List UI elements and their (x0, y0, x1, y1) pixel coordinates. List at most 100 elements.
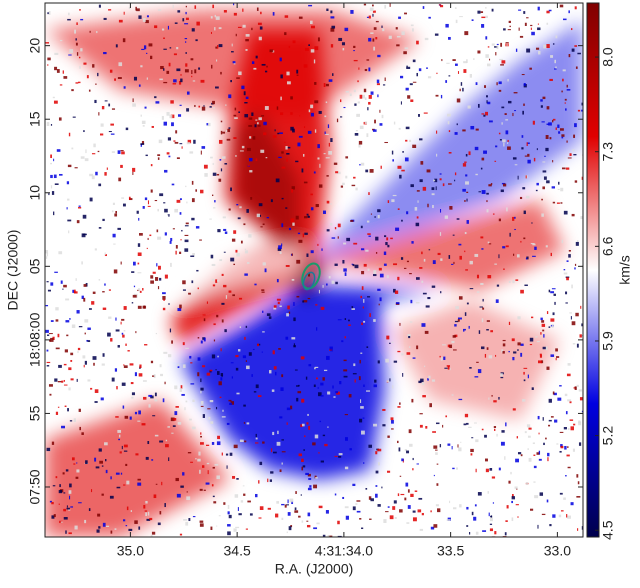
noise-speck (517, 516, 519, 518)
noise-speck (546, 22, 549, 25)
noise-speck (279, 469, 282, 473)
noise-speck (540, 317, 543, 321)
noise-speck (397, 208, 400, 210)
x-tick-label: 4:31:34.0 (315, 543, 374, 559)
noise-speck (291, 186, 295, 190)
colorbar-tick-label: 5.9 (600, 331, 616, 351)
noise-speck (132, 103, 136, 107)
noise-speck (428, 249, 431, 251)
noise-speck (526, 17, 529, 19)
noise-speck (573, 154, 577, 156)
noise-speck (101, 105, 105, 110)
noise-speck (71, 324, 76, 329)
noise-speck (302, 465, 306, 468)
noise-speck (121, 445, 123, 450)
noise-speck (560, 510, 564, 512)
noise-speck (173, 53, 177, 56)
noise-speck (185, 5, 187, 8)
noise-speck (317, 157, 320, 160)
noise-speck (550, 416, 554, 418)
noise-speck (361, 322, 363, 326)
noise-speck (236, 77, 240, 79)
noise-speck (325, 510, 329, 514)
noise-speck (185, 52, 187, 54)
noise-speck (379, 123, 383, 126)
noise-speck (424, 365, 426, 368)
noise-speck (397, 350, 401, 353)
noise-speck (131, 271, 135, 273)
noise-speck (200, 405, 204, 407)
noise-speck (84, 158, 89, 162)
noise-speck (301, 398, 305, 403)
noise-speck (137, 262, 140, 265)
noise-speck (317, 144, 320, 149)
noise-speck (84, 332, 86, 335)
noise-speck (93, 143, 96, 148)
noise-speck (176, 46, 179, 50)
noise-speck (492, 213, 495, 215)
noise-speck (110, 476, 112, 480)
noise-speck (75, 38, 77, 41)
noise-speck (499, 139, 502, 141)
noise-speck (550, 318, 555, 322)
noise-speck (406, 450, 410, 454)
noise-speck (330, 138, 333, 142)
noise-speck (136, 210, 139, 214)
noise-speck (57, 406, 60, 408)
noise-speck (257, 22, 262, 25)
noise-speck (383, 251, 387, 256)
noise-speck (184, 248, 189, 252)
noise-speck (219, 396, 222, 398)
noise-speck (379, 297, 382, 302)
noise-speck (146, 52, 148, 54)
noise-speck (559, 128, 564, 131)
noise-speck (507, 142, 509, 144)
noise-speck (363, 462, 365, 464)
noise-speck (288, 311, 291, 314)
noise-speck (220, 120, 223, 123)
noise-speck (402, 151, 404, 153)
noise-speck (396, 35, 401, 38)
noise-speck (358, 376, 361, 381)
noise-speck (330, 10, 333, 14)
noise-speck (334, 455, 338, 457)
noise-speck (414, 207, 418, 211)
noise-speck (564, 445, 567, 450)
noise-speck (441, 344, 446, 346)
noise-speck (182, 472, 185, 476)
noise-speck (462, 163, 467, 167)
noise-speck (452, 59, 456, 61)
noise-speck (246, 261, 250, 264)
noise-speck (217, 355, 219, 358)
noise-speck (381, 25, 383, 28)
noise-speck (333, 162, 338, 165)
noise-speck (370, 32, 374, 34)
noise-speck (366, 390, 371, 392)
noise-speck (505, 42, 509, 44)
noise-speck (94, 248, 97, 251)
noise-speck (239, 297, 243, 300)
noise-speck (115, 329, 120, 332)
noise-speck (244, 273, 248, 276)
noise-speck (386, 237, 389, 241)
noise-speck (164, 503, 166, 508)
noise-speck (193, 139, 196, 144)
noise-speck (98, 227, 102, 229)
noise-speck (264, 106, 269, 110)
noise-speck (73, 291, 78, 294)
noise-speck (94, 99, 97, 104)
noise-speck (498, 467, 501, 471)
noise-speck (53, 100, 58, 104)
noise-speck (56, 149, 61, 152)
noise-speck (498, 396, 500, 400)
noise-speck (98, 526, 101, 529)
noise-speck (344, 466, 349, 470)
noise-speck (214, 14, 216, 18)
noise-speck (524, 284, 528, 287)
noise-speck (496, 284, 500, 287)
noise-speck (566, 514, 568, 518)
noise-speck (49, 393, 52, 396)
noise-speck (546, 123, 550, 125)
noise-speck (116, 386, 118, 390)
